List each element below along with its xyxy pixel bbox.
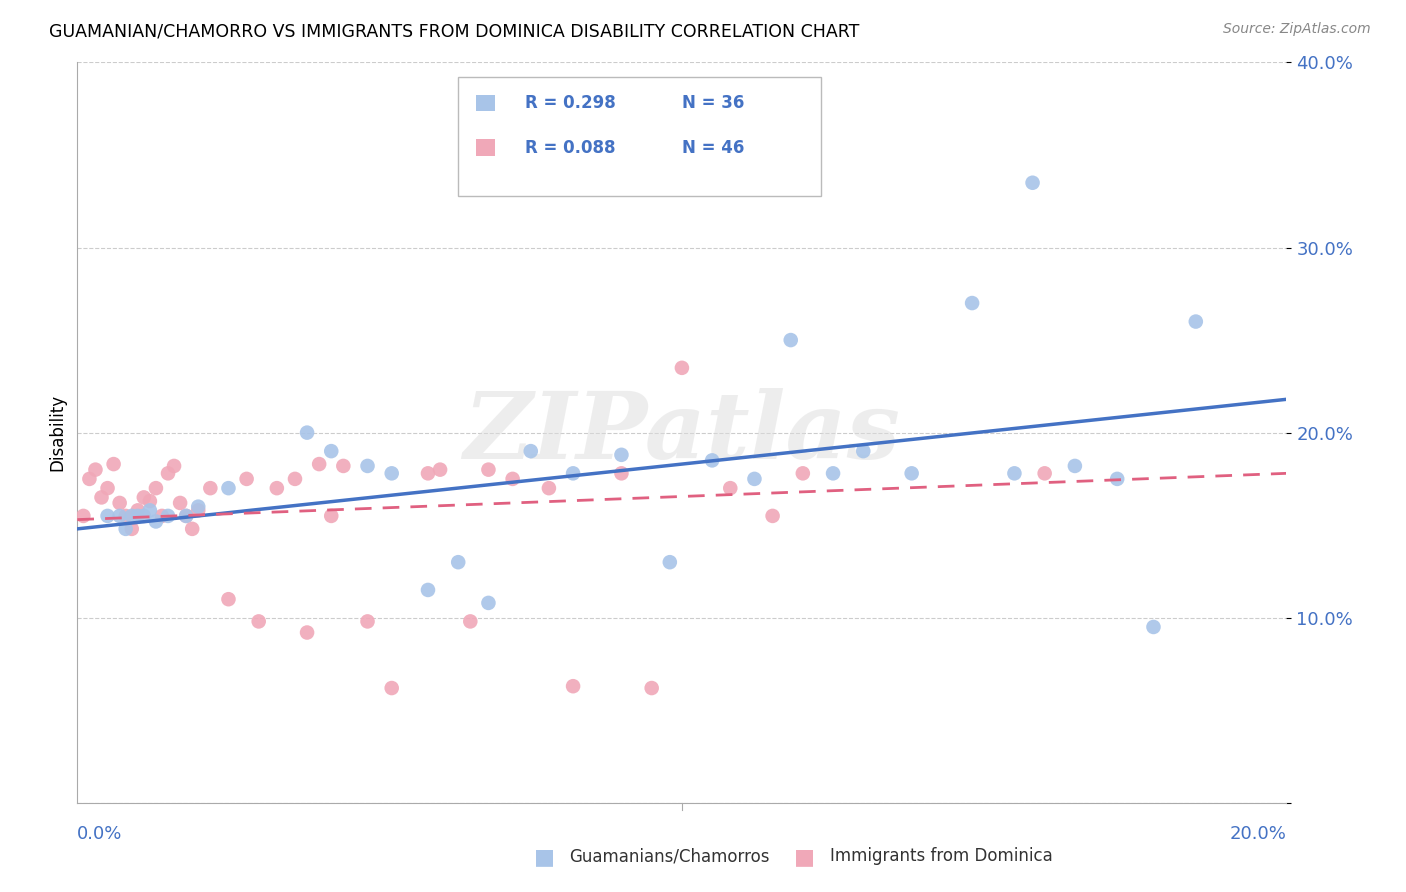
Point xyxy=(1184,314,1206,328)
Point xyxy=(381,467,404,481)
Point xyxy=(744,472,766,486)
Point xyxy=(332,458,354,473)
Point xyxy=(218,481,240,495)
Point xyxy=(308,457,330,471)
Point xyxy=(537,481,560,495)
Point xyxy=(139,503,162,517)
Point xyxy=(1004,467,1026,481)
Point xyxy=(187,503,209,517)
Point xyxy=(821,467,844,481)
Point xyxy=(381,681,404,695)
Point xyxy=(150,508,173,523)
Point xyxy=(477,596,499,610)
Point xyxy=(121,522,143,536)
Point xyxy=(960,296,983,310)
Point xyxy=(84,462,107,476)
Point xyxy=(610,448,633,462)
FancyBboxPatch shape xyxy=(477,95,495,112)
Point xyxy=(96,481,118,495)
Point xyxy=(108,508,131,523)
Text: Immigrants from Dominica: Immigrants from Dominica xyxy=(830,847,1052,865)
Point xyxy=(321,444,343,458)
Point xyxy=(1064,458,1087,473)
Point xyxy=(762,508,785,523)
Point xyxy=(900,467,922,481)
Point xyxy=(96,508,118,523)
Point xyxy=(169,496,191,510)
Point xyxy=(266,481,288,495)
Text: R = 0.298: R = 0.298 xyxy=(524,95,616,112)
Point xyxy=(121,508,143,523)
Point xyxy=(641,681,664,695)
Point xyxy=(127,508,149,523)
Point xyxy=(416,467,439,481)
Point xyxy=(127,503,149,517)
Point xyxy=(852,444,875,458)
Point xyxy=(477,462,499,476)
Point xyxy=(429,462,451,476)
Point xyxy=(295,425,318,440)
Point xyxy=(218,592,240,607)
Text: N = 36: N = 36 xyxy=(682,95,744,112)
Point xyxy=(1033,467,1056,481)
Point xyxy=(103,457,125,471)
Point xyxy=(157,508,180,523)
Point xyxy=(671,360,693,375)
Point xyxy=(145,515,167,529)
Text: R = 0.088: R = 0.088 xyxy=(524,138,616,157)
Point xyxy=(79,472,101,486)
Point xyxy=(284,472,307,486)
Point xyxy=(90,491,112,505)
Point xyxy=(416,582,439,597)
Text: 20.0%: 20.0% xyxy=(1230,825,1286,843)
Point xyxy=(718,481,741,495)
Text: ■: ■ xyxy=(534,847,555,867)
Text: ZIPatlas: ZIPatlas xyxy=(464,388,900,477)
Point xyxy=(779,333,801,347)
Point xyxy=(658,555,681,569)
Point xyxy=(181,522,204,536)
FancyBboxPatch shape xyxy=(477,139,495,156)
Point xyxy=(356,458,378,473)
Text: 0.0%: 0.0% xyxy=(77,825,122,843)
Point xyxy=(157,467,180,481)
Text: GUAMANIAN/CHAMORRO VS IMMIGRANTS FROM DOMINICA DISABILITY CORRELATION CHART: GUAMANIAN/CHAMORRO VS IMMIGRANTS FROM DO… xyxy=(49,22,859,40)
Point xyxy=(1021,176,1043,190)
Point xyxy=(163,458,186,473)
Text: Guamanians/Chamorros: Guamanians/Chamorros xyxy=(569,847,770,865)
Point xyxy=(132,491,155,505)
Point xyxy=(520,444,543,458)
Text: Source: ZipAtlas.com: Source: ZipAtlas.com xyxy=(1223,22,1371,37)
Point xyxy=(174,508,197,523)
Point xyxy=(145,481,167,495)
Point xyxy=(610,467,633,481)
Point xyxy=(132,508,155,523)
Point xyxy=(114,508,136,523)
Text: ■: ■ xyxy=(794,847,815,867)
Point xyxy=(139,494,162,508)
Point xyxy=(114,522,136,536)
Point xyxy=(702,453,724,467)
Point xyxy=(108,496,131,510)
Point xyxy=(235,472,257,486)
Text: N = 46: N = 46 xyxy=(682,138,744,157)
Point xyxy=(295,625,318,640)
Point xyxy=(792,467,814,481)
Point xyxy=(458,615,481,629)
Point xyxy=(72,508,94,523)
Point xyxy=(200,481,222,495)
Point xyxy=(321,508,343,523)
Point xyxy=(247,615,270,629)
Point xyxy=(447,555,470,569)
Point xyxy=(1142,620,1164,634)
Point xyxy=(502,472,524,486)
Point xyxy=(562,679,585,693)
Point xyxy=(1107,472,1129,486)
Point xyxy=(356,615,378,629)
Point xyxy=(174,508,197,523)
Point xyxy=(562,467,585,481)
Y-axis label: Disability: Disability xyxy=(48,394,66,471)
FancyBboxPatch shape xyxy=(458,78,821,195)
Point xyxy=(187,500,209,514)
